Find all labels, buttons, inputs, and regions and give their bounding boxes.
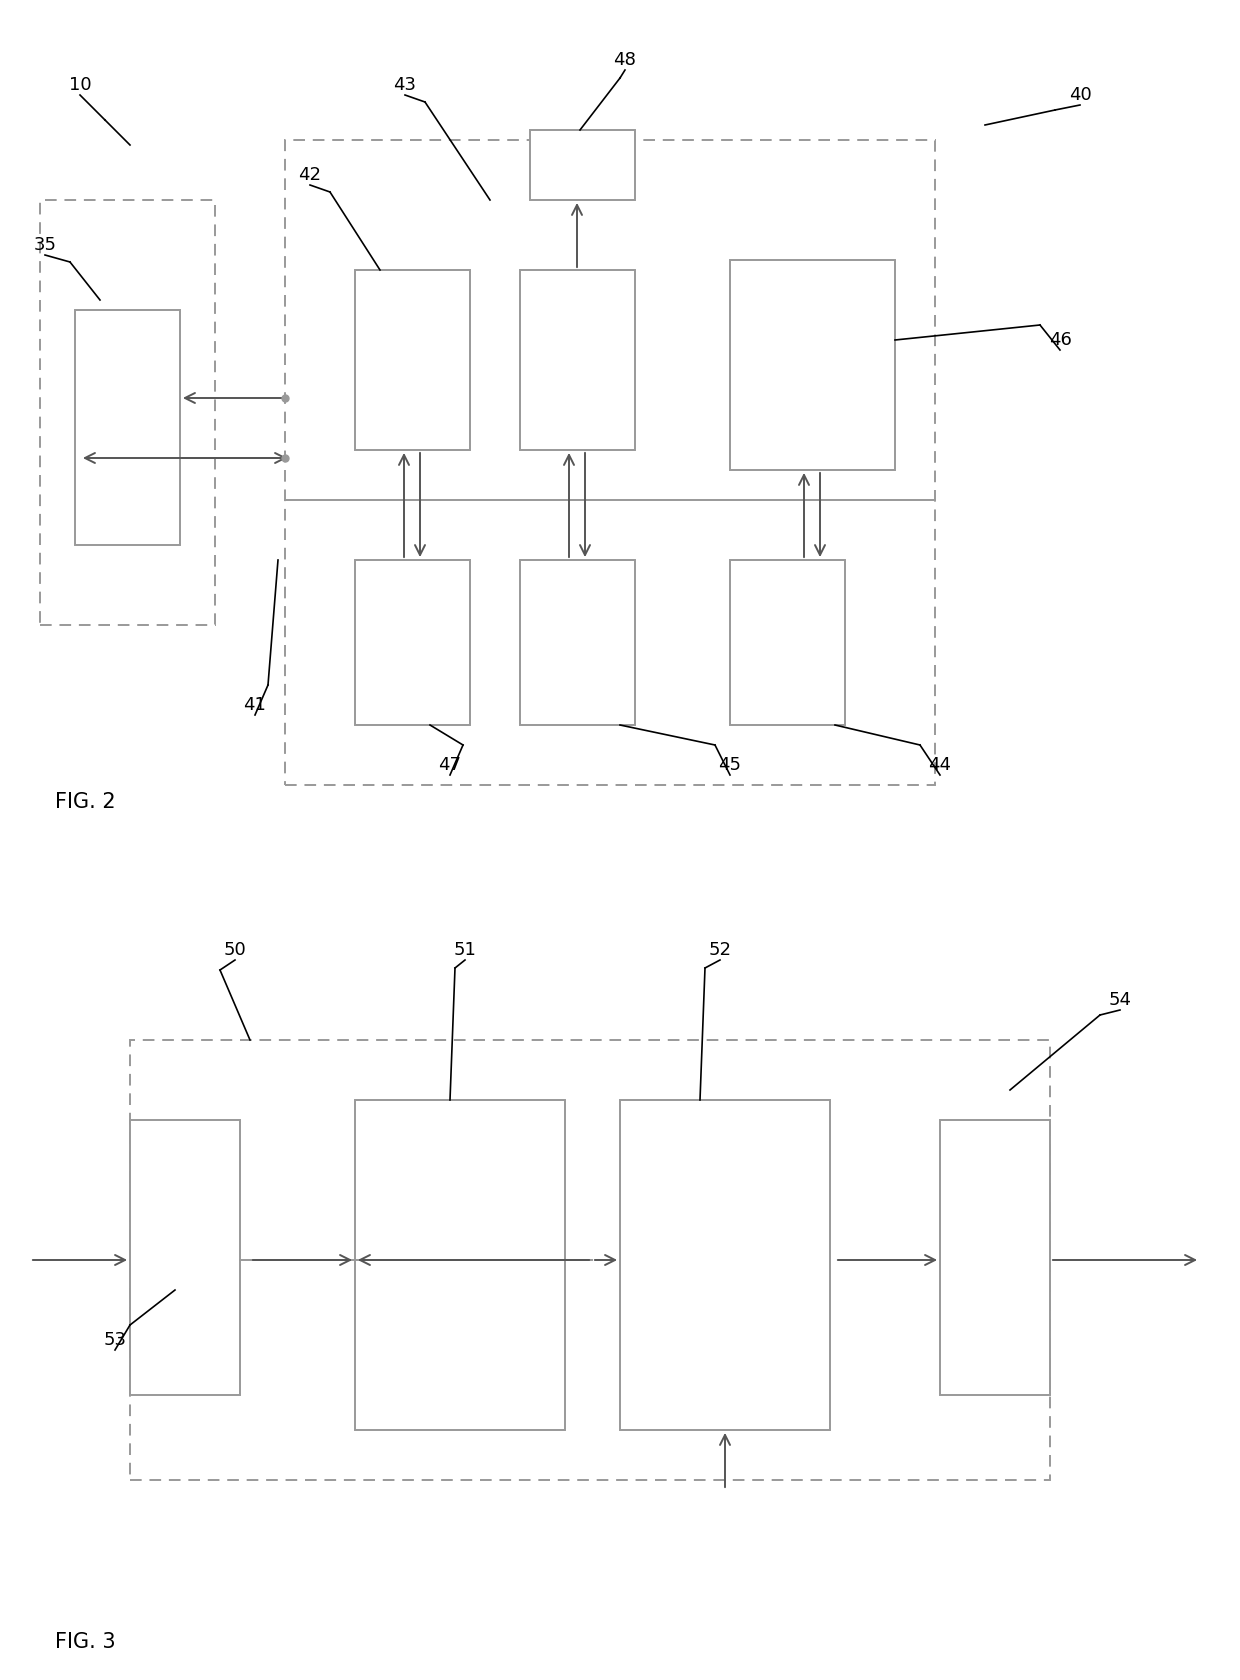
Bar [730, 559, 844, 726]
Text: 51: 51 [454, 941, 476, 959]
Text: 42: 42 [299, 166, 321, 185]
Text: 50: 50 [223, 941, 247, 959]
Text: 40: 40 [1069, 86, 1091, 104]
Bar [40, 200, 215, 625]
Text: 53: 53 [103, 1331, 126, 1349]
Bar [130, 1121, 241, 1394]
Bar [355, 270, 470, 450]
Bar [620, 1100, 830, 1430]
Text: 45: 45 [718, 756, 742, 774]
Bar [130, 1040, 1050, 1480]
Bar [529, 129, 635, 200]
Bar [940, 1121, 1050, 1394]
Text: FIG. 3: FIG. 3 [55, 1631, 115, 1651]
Text: 10: 10 [68, 76, 92, 94]
Bar [520, 270, 635, 450]
Bar [355, 559, 470, 726]
Bar [520, 559, 635, 726]
Text: 43: 43 [393, 76, 417, 94]
Text: 46: 46 [1049, 331, 1071, 349]
Text: 35: 35 [33, 235, 57, 254]
Bar [74, 311, 180, 544]
Text: 47: 47 [439, 756, 461, 774]
Text: 41: 41 [243, 696, 267, 714]
Text: 52: 52 [708, 941, 732, 959]
Bar [285, 139, 935, 785]
Bar [355, 1100, 565, 1430]
Text: 54: 54 [1109, 991, 1131, 1010]
Text: FIG. 2: FIG. 2 [55, 791, 115, 811]
Text: 48: 48 [614, 50, 636, 69]
Bar [730, 260, 895, 470]
Text: 44: 44 [929, 756, 951, 774]
